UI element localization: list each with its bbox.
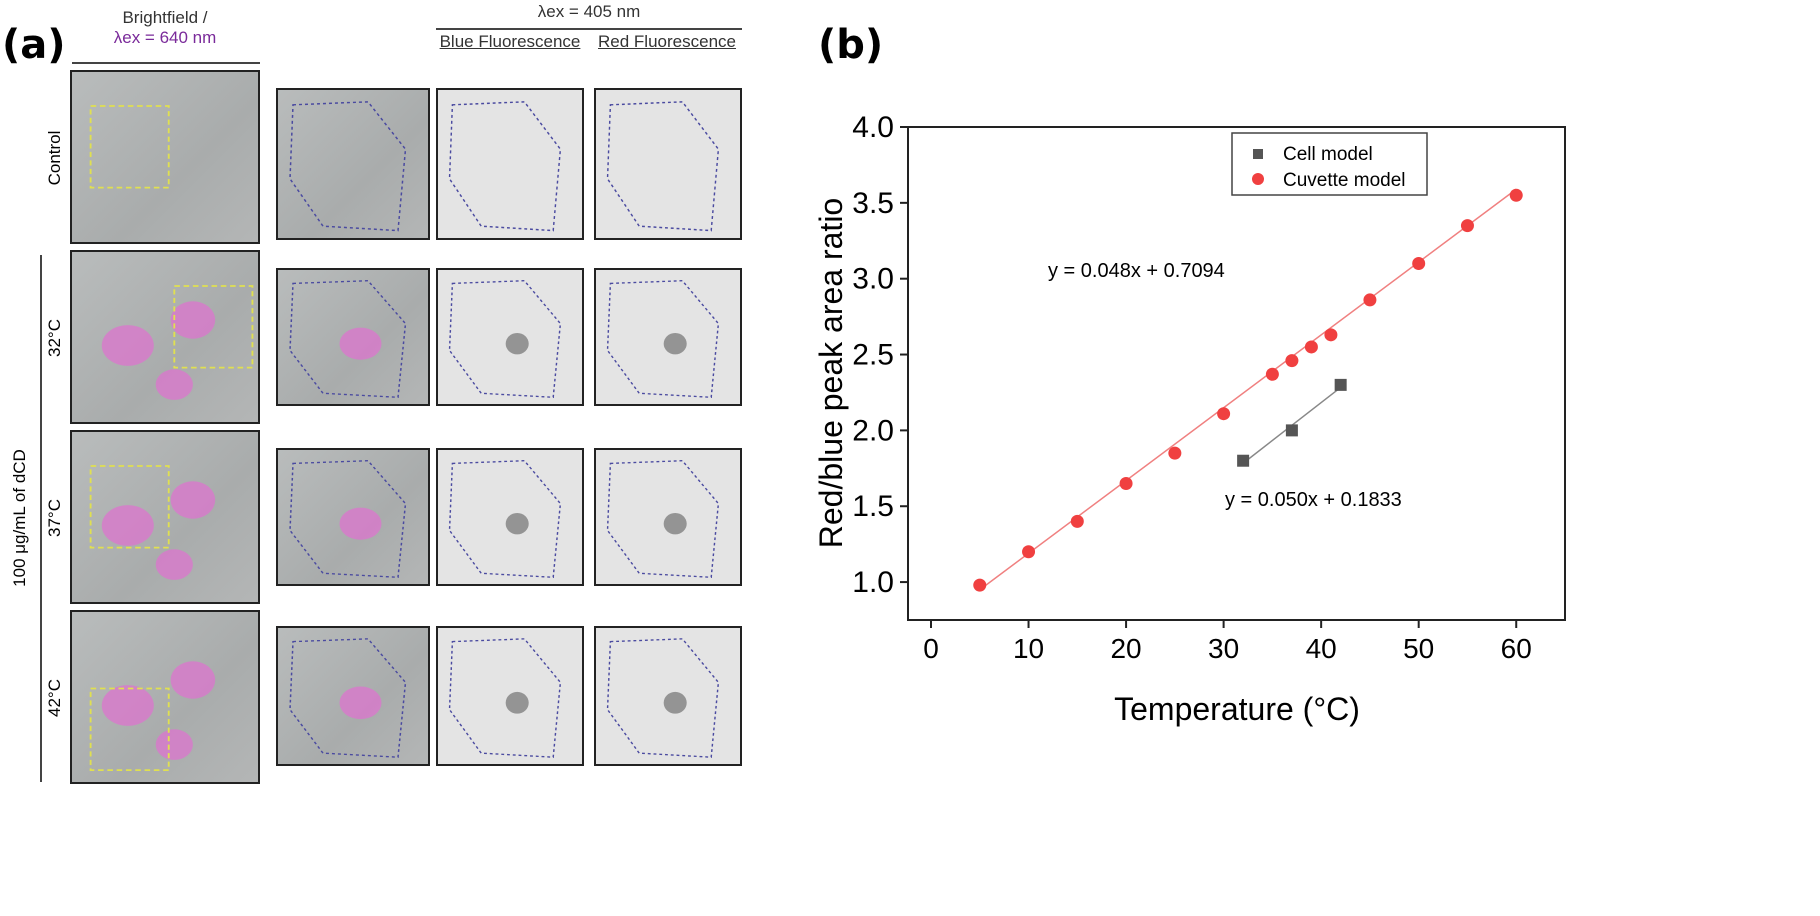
legend-label-cuvette: Cuvette model — [1283, 170, 1406, 191]
data-point-cuvette — [1460, 219, 1474, 233]
brightfield-header-rule — [72, 62, 260, 64]
data-point-cell — [1285, 424, 1298, 437]
data-point-cuvette — [1285, 354, 1299, 368]
data-point-cuvette — [1070, 514, 1084, 528]
legend-marker-cuvette — [1252, 173, 1264, 185]
excitation-405-header: λex = 405 nm — [537, 2, 641, 21]
x-tick-label: 10 — [1013, 633, 1044, 664]
y-tick-label: 3.5 — [852, 187, 894, 220]
row-label-control: Control — [45, 130, 64, 186]
y-tick-label: 3.0 — [852, 263, 894, 296]
panel-b-label: (b) — [818, 22, 884, 68]
row-label-32c: 32°C — [45, 319, 64, 357]
data-point-cuvette — [1022, 545, 1036, 559]
excitation-405-rule — [436, 28, 742, 30]
image-42c-zoom — [276, 626, 430, 766]
image-37c-red — [594, 448, 742, 586]
data-point-cell — [1334, 378, 1347, 391]
x-axis-label: Temperature (°C) — [1114, 691, 1360, 727]
image-42c-blue — [436, 626, 584, 766]
y-tick-label: 1.0 — [852, 566, 894, 599]
image-control-blue — [436, 88, 584, 240]
red-fluorescence-header: Red Fluorescence — [598, 32, 736, 51]
temperature-ratio-chart: Red/blue peak area ratio Temperature (°C… — [813, 111, 1566, 727]
row-label-37c: 37°C — [45, 499, 64, 537]
legend-label-cell: Cell model — [1283, 144, 1373, 165]
plot-frame — [907, 126, 1566, 621]
image-control-zoom — [276, 88, 430, 240]
data-point-cuvette — [1265, 367, 1279, 381]
fit-equation-cell: y = 0.050x + 0.1833 — [1225, 489, 1402, 511]
brightfield-header: Brightfield / λex = 640 nm — [70, 8, 260, 48]
image-42c-red — [594, 626, 742, 766]
data-point-cuvette — [1324, 328, 1338, 342]
x-tick-label: 60 — [1501, 633, 1532, 664]
legend-marker-cell — [1253, 149, 1263, 159]
image-control-brightfield — [70, 70, 260, 244]
data-point-cuvette — [1304, 340, 1318, 354]
x-tick-label: 20 — [1110, 633, 1141, 664]
data-point-cuvette — [973, 578, 987, 592]
brightfield-header-line1: Brightfield / — [122, 8, 208, 27]
y-axis-label: Red/blue peak area ratio — [813, 198, 849, 548]
image-37c-blue — [436, 448, 584, 586]
data-point-cuvette — [1412, 257, 1426, 271]
x-tick-label: 30 — [1208, 633, 1239, 664]
image-32c-brightfield — [70, 250, 260, 424]
blue-fluorescence-header: Blue Fluorescence — [439, 32, 581, 51]
legend-box — [1231, 132, 1428, 196]
row-label-42c: 42°C — [45, 679, 64, 717]
y-tick-label: 2.5 — [852, 339, 894, 372]
data-point-cuvette — [1217, 407, 1231, 421]
y-tick-label: 1.5 — [852, 490, 894, 523]
group-label-dose: 100 μg/mL of dCD — [10, 449, 29, 587]
image-42c-brightfield — [70, 610, 260, 784]
image-37c-zoom — [276, 448, 430, 586]
x-tick-label: 40 — [1306, 633, 1337, 664]
x-tick-label: 0 — [923, 633, 939, 664]
data-point-cell — [1237, 454, 1250, 467]
data-point-cuvette — [1363, 293, 1377, 307]
group-bracket — [40, 255, 42, 782]
data-point-cuvette — [1509, 188, 1523, 202]
fit-line-cuvette — [979, 188, 1517, 591]
panel-a-label: (a) — [2, 22, 66, 68]
y-tick-label: 2.0 — [852, 414, 894, 447]
data-point-cuvette — [1168, 446, 1182, 460]
brightfield-header-line2: λex = 640 nm — [113, 28, 217, 47]
image-control-red — [594, 88, 742, 240]
x-tick-label: 50 — [1403, 633, 1434, 664]
image-37c-brightfield — [70, 430, 260, 604]
image-32c-red — [594, 268, 742, 406]
image-32c-zoom — [276, 268, 430, 406]
image-32c-blue — [436, 268, 584, 406]
y-tick-label: 4.0 — [852, 111, 894, 144]
data-point-cuvette — [1119, 476, 1133, 490]
fit-equation-cuvette: y = 0.048x + 0.7094 — [1048, 260, 1225, 282]
